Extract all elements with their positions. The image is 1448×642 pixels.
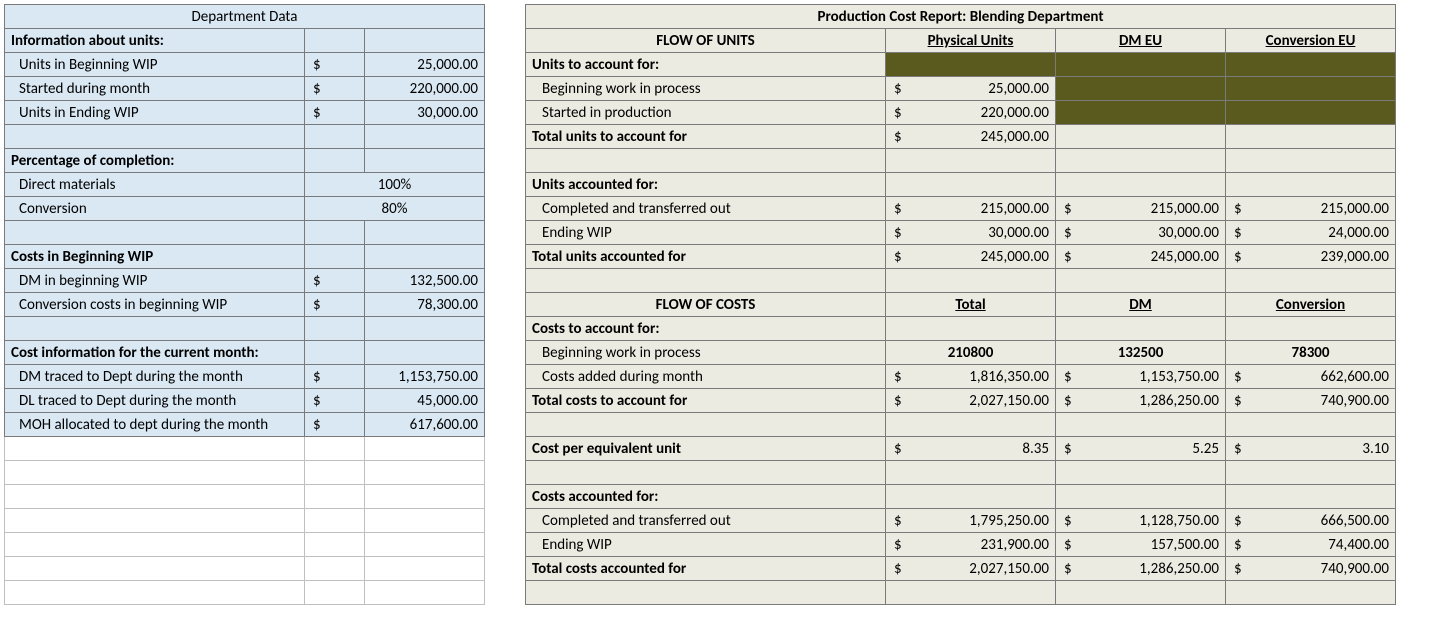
row-label: Costs added during month bbox=[526, 365, 886, 389]
col-header: Total bbox=[886, 293, 1056, 317]
flow-units-header: FLOW OF UNITS bbox=[526, 29, 886, 53]
row-label: DM in beginning WIP bbox=[5, 269, 305, 293]
cpeu-label: Cost per equivalent unit bbox=[526, 437, 886, 461]
row-label: Units in Beginning WIP bbox=[5, 53, 305, 77]
row-label: MOH allocated to dept during the month bbox=[5, 413, 305, 437]
row-header: Costs to account for: bbox=[526, 317, 886, 341]
row-total: Total units to account for bbox=[526, 125, 886, 149]
row-label: Ending WIP bbox=[526, 533, 886, 557]
col-header: Physical Units bbox=[886, 29, 1056, 53]
row-label: DM traced to Dept during the month bbox=[5, 365, 305, 389]
curcost-header: Cost information for the current month: bbox=[5, 341, 305, 365]
row-label: Started during month bbox=[5, 77, 305, 101]
row-total: Total costs to account for bbox=[526, 389, 886, 413]
production-cost-report-table: Production Cost Report: Blending Departm… bbox=[525, 4, 1396, 605]
row-label: Completed and transferred out bbox=[526, 509, 886, 533]
row-label: Started in production bbox=[526, 101, 886, 125]
row-label: Beginning work in process bbox=[526, 77, 886, 101]
pct-header: Percentage of completion: bbox=[5, 149, 305, 173]
row-label: DL traced to Dept during the month bbox=[5, 389, 305, 413]
units-header: Information about units: bbox=[5, 29, 305, 53]
row-label: Beginning work in process bbox=[526, 341, 886, 365]
row-header: Costs accounted for: bbox=[526, 485, 886, 509]
row-label: Ending WIP bbox=[526, 221, 886, 245]
department-data-table: Department Data Information about units:… bbox=[4, 4, 485, 605]
row-total: Total units accounted for bbox=[526, 245, 886, 269]
col-header: DM EU bbox=[1056, 29, 1226, 53]
row-label: Direct materials bbox=[5, 173, 305, 197]
left-title: Department Data bbox=[5, 5, 485, 29]
col-header: DM bbox=[1056, 293, 1226, 317]
flow-costs-header: FLOW OF COSTS bbox=[526, 293, 886, 317]
row-header: Units accounted for: bbox=[526, 173, 886, 197]
begcost-header: Costs in Beginning WIP bbox=[5, 245, 305, 269]
col-header: Conversion EU bbox=[1226, 29, 1396, 53]
right-title: Production Cost Report: Blending Departm… bbox=[526, 5, 1396, 29]
col-header: Conversion bbox=[1226, 293, 1396, 317]
row-header: Units to account for: bbox=[526, 53, 886, 77]
row-total: Total costs accounted for bbox=[526, 557, 886, 581]
row-label: Units in Ending WIP bbox=[5, 101, 305, 125]
row-label: Conversion costs in beginning WIP bbox=[5, 293, 305, 317]
row-label: Completed and transferred out bbox=[526, 197, 886, 221]
row-label: Conversion bbox=[5, 197, 305, 221]
